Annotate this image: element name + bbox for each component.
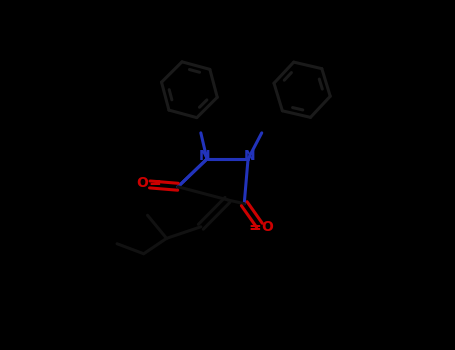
Text: O: O [261, 220, 273, 234]
Text: O: O [136, 176, 148, 190]
Text: =: = [248, 220, 261, 235]
Text: N: N [244, 149, 256, 163]
Text: =: = [148, 175, 161, 190]
Text: N: N [199, 149, 211, 163]
